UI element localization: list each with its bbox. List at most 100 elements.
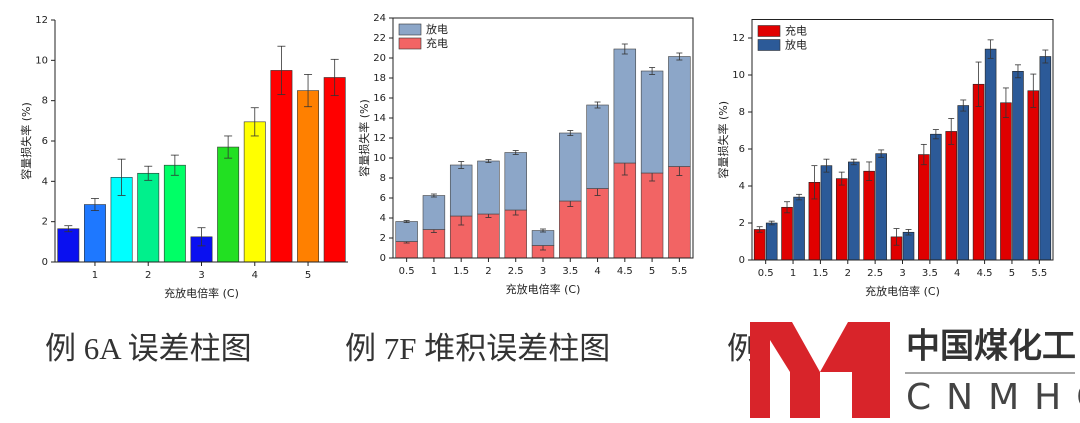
y-tick-label: 4	[380, 213, 386, 224]
bar-segment	[668, 56, 691, 167]
bar	[163, 164, 186, 263]
y-tick-label: 14	[373, 113, 386, 124]
y-tick-label: 24	[373, 13, 386, 24]
y-tick-label: 10	[732, 70, 745, 81]
bar	[297, 90, 319, 263]
y-tick-label: 10	[373, 153, 386, 164]
x-tick-label: 4.5	[977, 268, 993, 279]
x-tick-label: 3	[899, 268, 905, 279]
y-tick-label: 10	[35, 55, 48, 66]
bar	[765, 222, 778, 261]
bar	[781, 206, 793, 261]
bar-segment	[422, 229, 446, 259]
bar-segment	[613, 48, 637, 164]
legend-swatch	[757, 25, 781, 37]
x-tick-label: 4.5	[617, 266, 633, 277]
y-tick-label: 4	[739, 181, 745, 192]
bar-segment	[395, 241, 418, 259]
y-tick-label: 12	[35, 15, 48, 26]
legend-label: 放电	[426, 22, 448, 36]
legend-label: 充电	[426, 36, 448, 50]
bar-segment	[504, 152, 527, 211]
x-tick-label: 2.5	[867, 268, 883, 279]
x-tick-label: 3.5	[922, 268, 938, 279]
legend-label: 放电	[785, 38, 807, 52]
bar	[270, 70, 293, 263]
bar	[863, 170, 875, 261]
bar-segment	[668, 166, 691, 259]
caption: 例 6A 误差柱图	[45, 331, 252, 366]
bar	[753, 229, 766, 261]
bar-segment	[559, 200, 582, 259]
y-tick-label: 2	[739, 218, 745, 229]
logo-cn: 中国煤化工	[906, 327, 1076, 367]
y-axis-label: 容量损失率 (%)	[716, 101, 730, 179]
x-tick-label: 1	[92, 270, 98, 281]
bar	[820, 165, 833, 261]
y-tick-label: 12	[373, 133, 386, 144]
plot-frame	[392, 17, 694, 259]
y-tick-label: 8	[42, 96, 48, 107]
y-tick-label: 12	[732, 33, 745, 44]
x-tick-label: 0.5	[399, 266, 415, 277]
plot-frame	[751, 19, 1054, 261]
x-tick-label: 5	[649, 266, 655, 277]
bar	[84, 204, 106, 263]
bar-segment	[449, 164, 473, 217]
x-tick-label: 2	[845, 268, 851, 279]
y-tick-label: 4	[42, 176, 48, 187]
x-axis-label: 充放电倍率 (C)	[164, 286, 239, 300]
bar	[323, 77, 346, 263]
caption: 例 7F 堆积误差柱图	[345, 331, 610, 366]
y-tick-label: 8	[380, 173, 386, 184]
y-tick-label: 6	[380, 193, 386, 204]
bar	[957, 105, 970, 261]
y-tick-label: 20	[373, 53, 386, 64]
x-tick-label: 0.5	[758, 268, 774, 279]
bar	[984, 48, 997, 261]
bar	[57, 228, 80, 263]
y-tick-label: 6	[42, 136, 48, 147]
bar	[972, 83, 985, 261]
legend-swatch	[757, 39, 781, 51]
x-tick-label: 4	[252, 270, 258, 281]
y-tick-label: 2	[42, 217, 48, 228]
bar-segment	[640, 70, 664, 174]
legend-swatch	[398, 37, 422, 50]
bar-segment	[586, 104, 609, 189]
bar	[1000, 102, 1012, 261]
bar-segment	[395, 221, 418, 242]
bar-segment	[586, 188, 609, 259]
x-tick-label: 5	[1009, 268, 1015, 279]
bar	[243, 121, 266, 263]
x-tick-label: 3.5	[562, 266, 578, 277]
bar	[918, 154, 930, 261]
bar-segment	[477, 160, 500, 215]
bar	[1012, 71, 1024, 261]
y-axis-label: 容量损失率 (%)	[357, 99, 371, 177]
bar	[1039, 56, 1052, 261]
x-tick-label: 3	[198, 270, 204, 281]
y-axis-label: 容量损失率 (%)	[19, 102, 33, 180]
x-tick-label: 1.5	[812, 268, 828, 279]
y-tick-label: 0	[380, 253, 386, 264]
x-tick-label: 2	[145, 270, 151, 281]
x-tick-label: 1.5	[453, 266, 469, 277]
bar-segment	[422, 195, 446, 230]
y-tick-label: 0	[739, 255, 745, 266]
logo: 中国煤化工 CNMHG	[750, 322, 1080, 418]
x-tick-label: 1	[431, 266, 437, 277]
bar-segment	[504, 209, 527, 259]
y-tick-label: 22	[373, 33, 386, 44]
bar	[217, 146, 240, 263]
bar	[1027, 90, 1040, 261]
x-tick-label: 4	[594, 266, 600, 277]
bar	[945, 131, 957, 261]
bar	[875, 153, 887, 261]
y-tick-label: 6	[739, 144, 745, 155]
x-tick-label: 5	[305, 270, 311, 281]
x-axis-label: 充放电倍率 (C)	[865, 284, 940, 298]
logo-en: CNMHG	[906, 377, 1080, 418]
